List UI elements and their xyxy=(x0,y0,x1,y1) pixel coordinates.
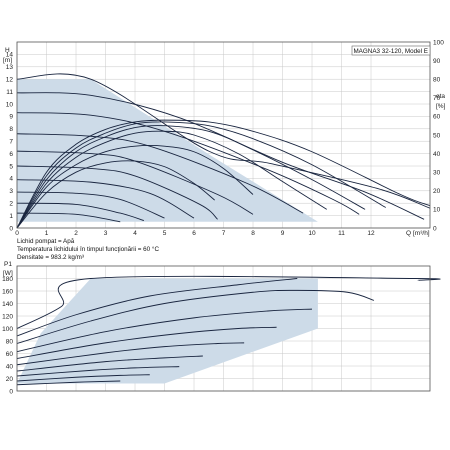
power-tick-label: 80 xyxy=(6,338,14,345)
eta-tick-label: 60 xyxy=(433,114,441,121)
power-curve xyxy=(16,380,121,386)
eta-tick-label: 40 xyxy=(433,151,441,158)
flow-tick-label: 7 xyxy=(222,230,226,237)
power-axis-label: P1 xyxy=(4,261,12,268)
head-curve xyxy=(16,73,431,209)
power-tick-label: 180 xyxy=(2,276,13,283)
density-note: Densitate = 983.2 kg/m³ xyxy=(17,254,84,261)
power-tick-label: 120 xyxy=(2,313,13,320)
head-tick-label: 3 xyxy=(9,188,13,195)
power-curve xyxy=(16,366,180,377)
flow-tick-label: 11 xyxy=(338,230,345,237)
head-tick-label: 13 xyxy=(6,64,14,71)
head-tick-label: 4 xyxy=(9,176,13,183)
head-curve xyxy=(16,165,218,220)
efficiency-curve xyxy=(16,160,215,229)
flow-tick-label: 4 xyxy=(133,230,137,237)
power-tick-label: 140 xyxy=(2,301,13,308)
flow-tick-label: 10 xyxy=(308,230,316,237)
head-tick-label: 14 xyxy=(6,52,14,59)
chart-title: MAGNA3 32-120, Model E xyxy=(353,48,428,55)
eta-tick-label: 20 xyxy=(433,188,441,195)
head-tick-label: 11 xyxy=(6,89,13,96)
head-tick-label: 10 xyxy=(6,101,14,108)
flow-tick-label: 1 xyxy=(45,230,49,237)
flow-tick-label: 0 xyxy=(15,230,19,237)
efficiency-curve xyxy=(16,119,431,229)
head-plot: 0123456789101112131401020304050607080901… xyxy=(6,39,444,237)
flow-axis-unit: [m³/h] xyxy=(413,230,430,237)
eta-tick-label: 50 xyxy=(433,132,441,139)
title-box xyxy=(351,45,431,56)
efficiency-curve xyxy=(16,130,327,229)
power-tick-label: 40 xyxy=(6,363,14,370)
efficiency-curve xyxy=(16,125,366,229)
flow-axis-label: Q xyxy=(406,230,411,237)
head-curve xyxy=(16,133,304,214)
liquid-note: Lichid pompat = Apă xyxy=(17,238,75,245)
power-curve xyxy=(16,342,245,366)
flow-tick-label: 2 xyxy=(74,230,78,237)
eta-tick-label: 80 xyxy=(433,77,441,84)
power-curve xyxy=(16,308,313,353)
head-tick-label: 9 xyxy=(9,114,13,121)
head-tick-label: 5 xyxy=(9,163,13,170)
operating-area xyxy=(17,79,318,222)
power-tick-label: 160 xyxy=(2,288,13,295)
operating-area xyxy=(17,278,318,384)
head-curve xyxy=(16,179,195,219)
eta-tick-label: 0 xyxy=(433,225,437,232)
flow-tick-label: 12 xyxy=(367,230,375,237)
head-tick-label: 7 xyxy=(9,139,13,146)
head-plot-frame xyxy=(16,41,431,229)
eta-tick-label: 30 xyxy=(433,170,441,177)
eta-axis-label: eta xyxy=(436,93,445,100)
power-plot: 0 20 40 60 80 100 120 140 160 180 xyxy=(2,265,441,395)
power-curve xyxy=(16,289,375,344)
head-tick-label: 6 xyxy=(9,151,13,158)
flow-tick-label: 8 xyxy=(251,230,255,237)
head-tick-label: 12 xyxy=(6,77,14,84)
temperature-note: Temperatura lichidului în timpul funcţio… xyxy=(17,245,159,253)
eta-axis-unit: [%] xyxy=(436,103,446,110)
head-tick-label: 1 xyxy=(9,213,13,220)
head-curve xyxy=(16,202,144,221)
head-axis-unit: [m] xyxy=(3,57,12,64)
power-curve xyxy=(16,326,277,359)
head-curve xyxy=(16,112,360,215)
eta-tick-label: 10 xyxy=(433,207,441,214)
head-curve xyxy=(16,191,165,219)
head-tick-label: 8 xyxy=(9,126,13,133)
flow-tick-label: 6 xyxy=(192,230,196,237)
flow-tick-label: 9 xyxy=(281,230,285,237)
power-tick-label: 60 xyxy=(6,351,14,358)
head-axis-label: H xyxy=(5,47,10,54)
eta-tick-label: 90 xyxy=(433,58,441,65)
efficiency-curve xyxy=(16,145,254,229)
power-tick-label: 0 xyxy=(9,388,13,395)
head-curve xyxy=(16,212,121,223)
power-curve xyxy=(16,374,150,382)
power-curve xyxy=(16,355,203,372)
efficiency-curve xyxy=(16,121,386,229)
power-curve xyxy=(16,278,298,337)
eta-tick-label: 100 xyxy=(433,39,444,46)
power-curve xyxy=(16,275,441,329)
flow-tick-label: 5 xyxy=(163,230,167,237)
power-tick-label: 20 xyxy=(6,376,14,383)
power-axis-unit: [W] xyxy=(3,270,13,277)
power-tick-label: 100 xyxy=(2,326,13,333)
power-plot-frame xyxy=(16,265,431,392)
head-tick-label: 2 xyxy=(9,201,13,208)
eta-tick-label: 70 xyxy=(433,95,441,102)
flow-tick-label: 3 xyxy=(104,230,108,237)
head-tick-label: 0 xyxy=(9,225,13,232)
